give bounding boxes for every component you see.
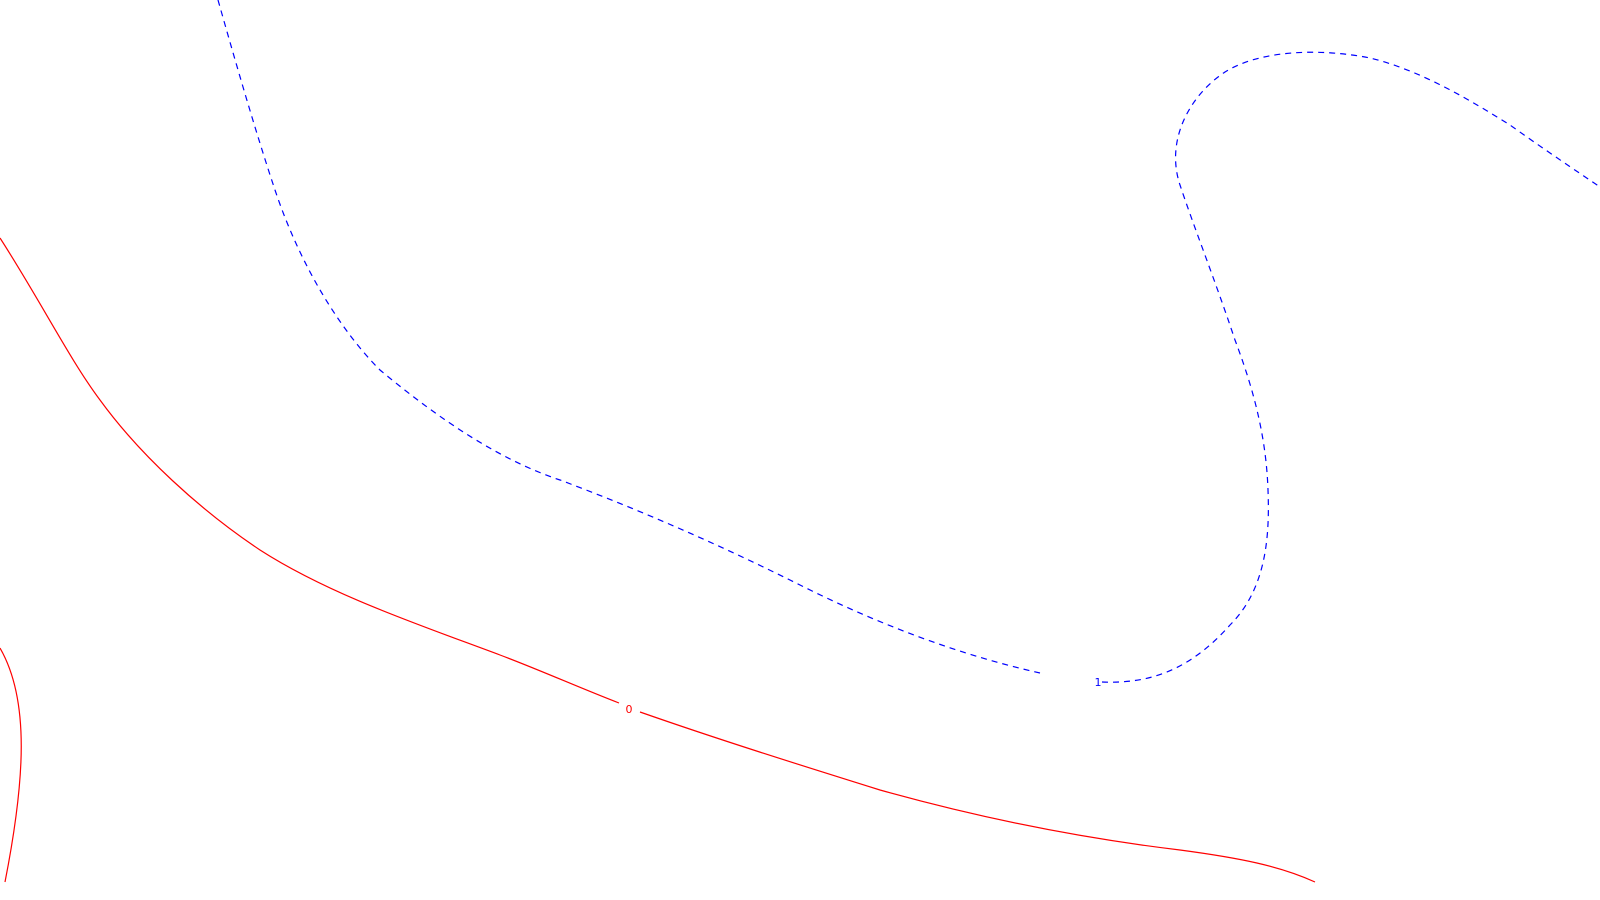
contour-line-1	[217, 0, 1600, 683]
contour-label-0: 0	[626, 703, 633, 716]
contour-line-0	[0, 237, 1316, 883]
contour-label-1: 1	[1095, 676, 1102, 689]
contour-line-0-arc	[0, 647, 22, 883]
